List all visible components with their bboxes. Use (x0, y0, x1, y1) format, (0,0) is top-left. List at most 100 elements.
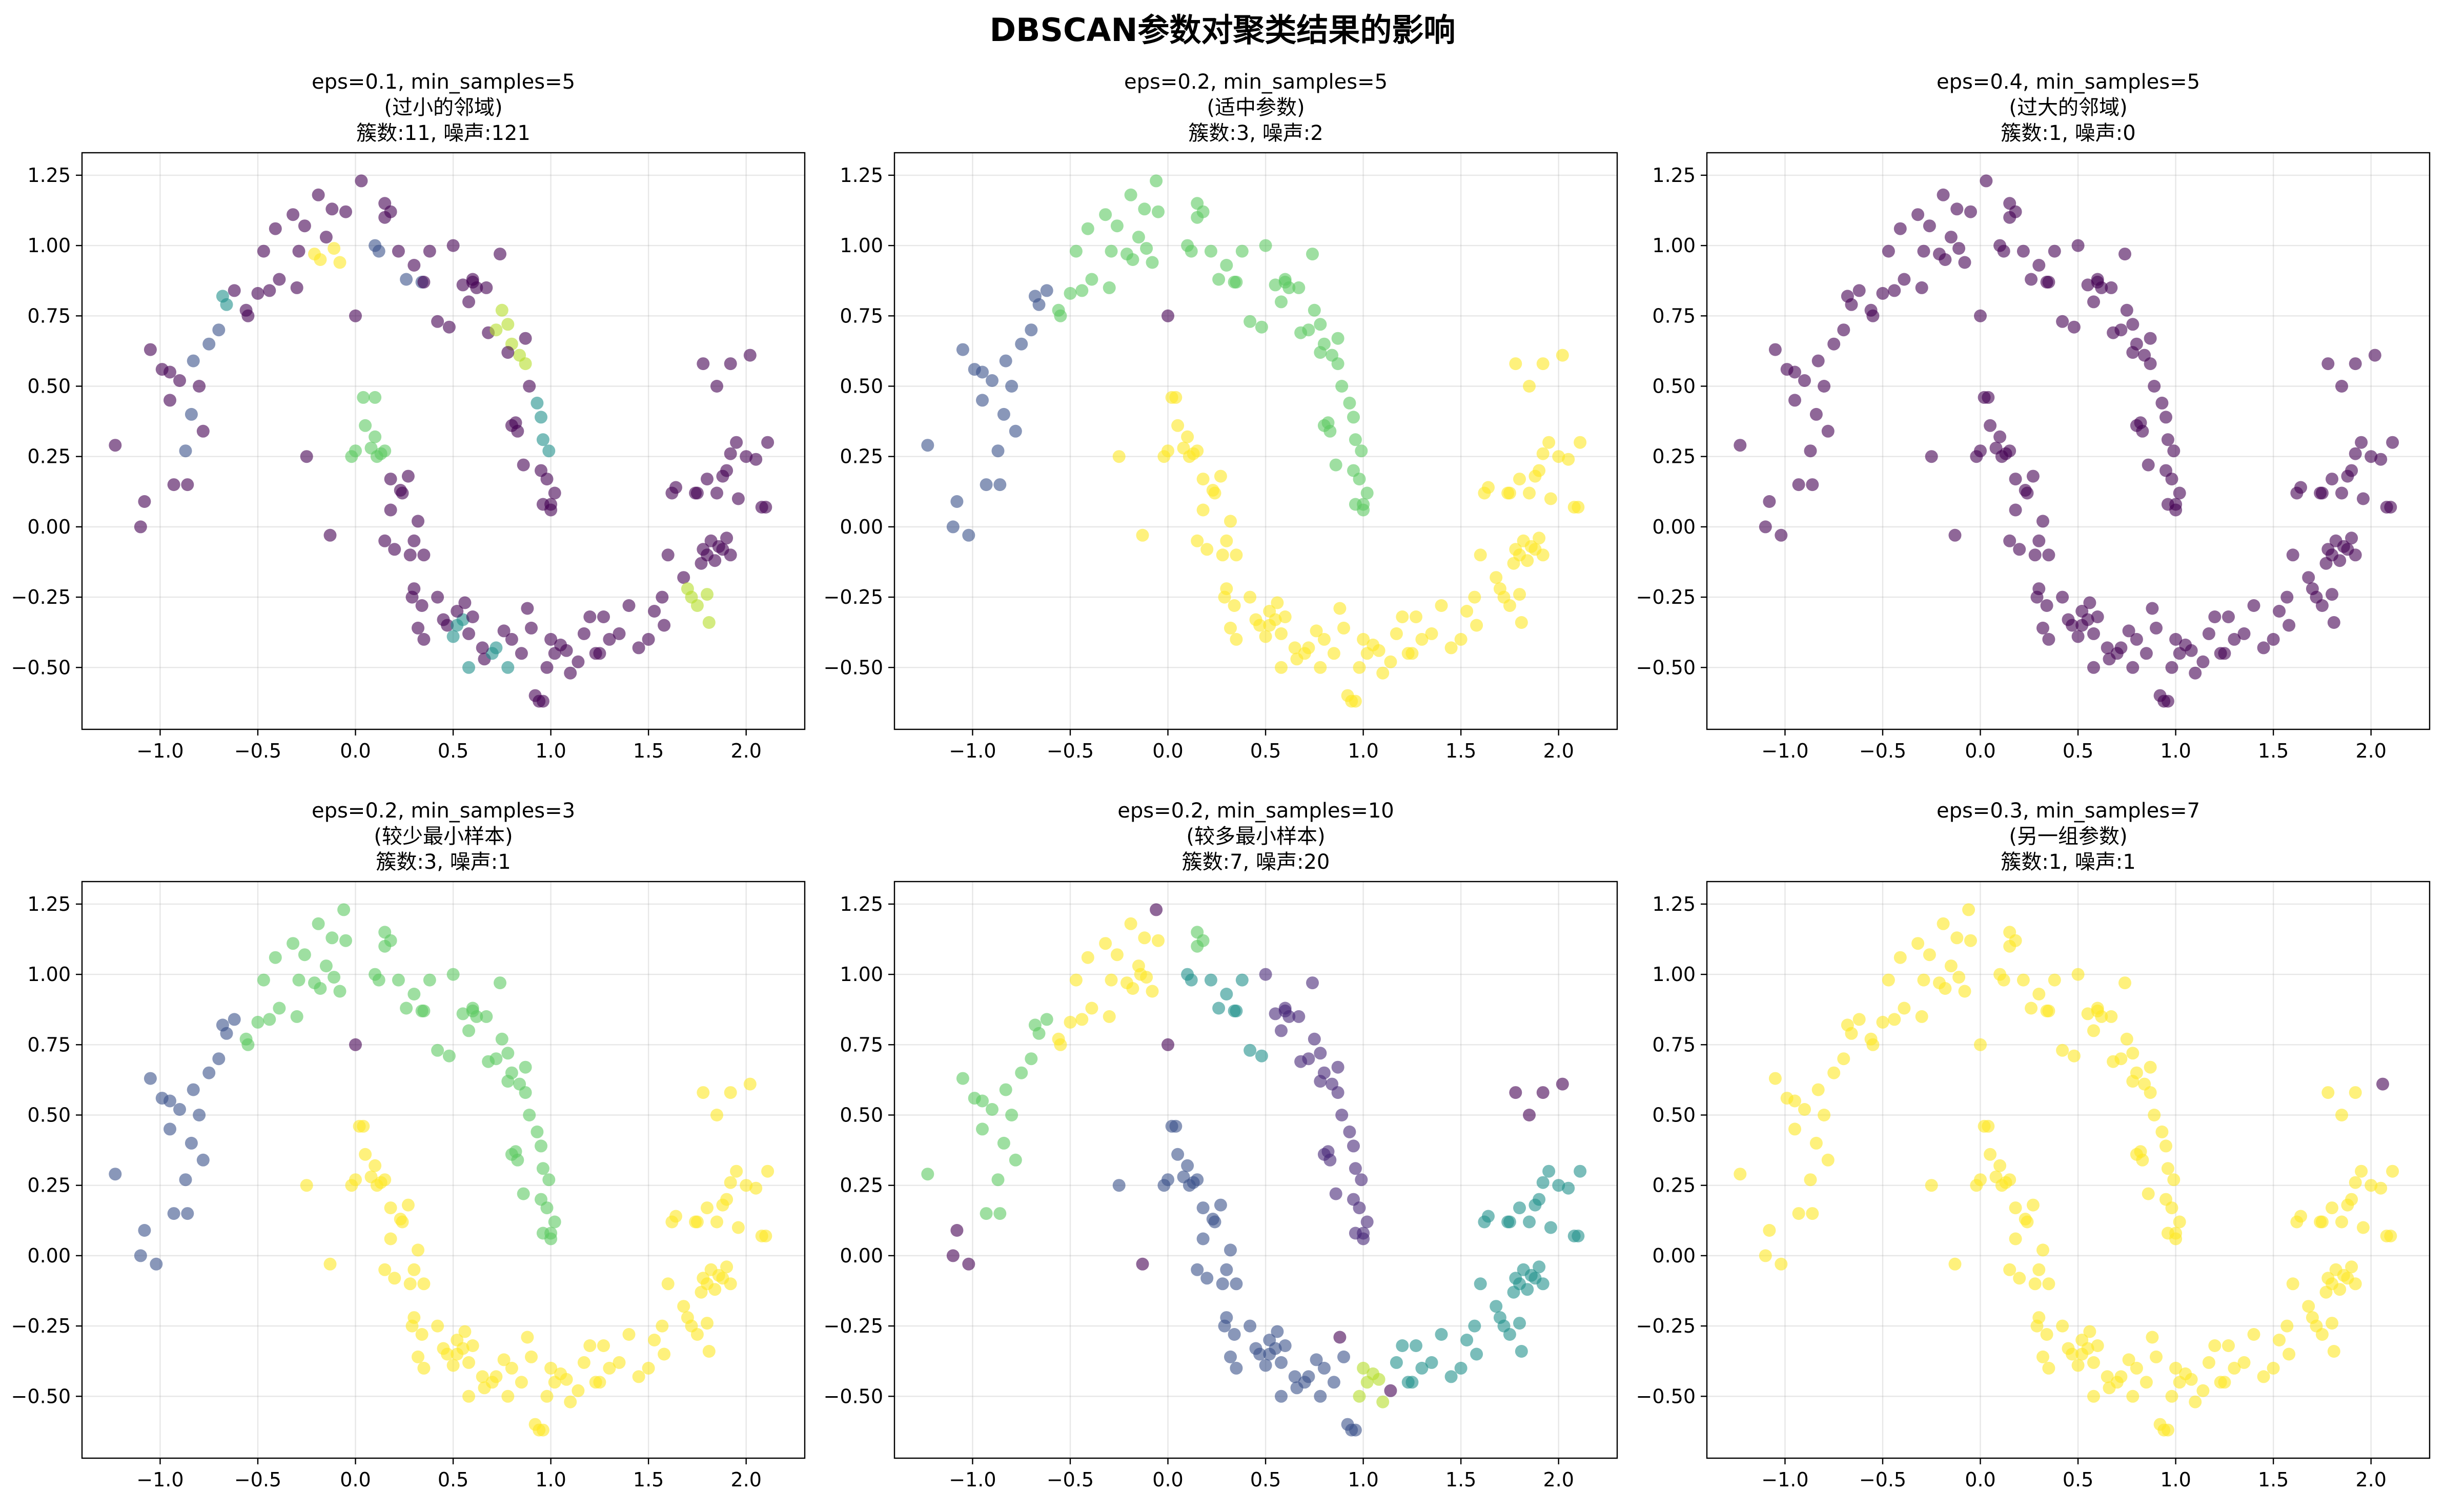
data-point (1425, 627, 1438, 640)
data-point (1005, 380, 1018, 393)
data-point (2048, 973, 2061, 987)
data-point (1224, 1243, 1237, 1257)
data-point (144, 1072, 157, 1085)
data-point (2126, 661, 2140, 674)
data-point (731, 492, 745, 505)
data-point (2083, 1325, 2096, 1338)
data-point (690, 1215, 704, 1229)
data-point (997, 407, 1010, 421)
data-point (333, 985, 347, 998)
data-point (495, 1032, 508, 1046)
data-point (1317, 632, 1331, 646)
data-point (740, 450, 753, 463)
data-point (2326, 473, 2338, 486)
data-point (2067, 1049, 2081, 1063)
data-point (292, 244, 305, 258)
data-point (656, 590, 669, 604)
data-point (1259, 630, 1272, 643)
data-point (415, 1328, 429, 1341)
axes-frame (1706, 152, 2431, 730)
data-point (412, 621, 424, 635)
data-point (1103, 1010, 1116, 1023)
data-point (2003, 939, 2016, 953)
x-tick-label: 0.0 (1965, 740, 1995, 762)
data-point (2091, 273, 2104, 286)
data-point (1335, 1109, 1349, 1121)
data-point (613, 1356, 626, 1369)
data-point (2032, 988, 2046, 1000)
data-point (462, 1390, 475, 1403)
data-point (2368, 349, 2381, 362)
data-point (1171, 1148, 1185, 1161)
data-point (179, 444, 192, 458)
data-point (976, 1122, 989, 1136)
data-point (269, 222, 282, 235)
y-tick-label: 1.00 (27, 234, 71, 257)
subplot-title-line-3: 簇数:3, 噪声:2 (1188, 121, 1323, 145)
data-point (1025, 323, 1038, 337)
x-tick-label: 1.0 (1348, 740, 1378, 762)
data-point (2042, 1004, 2055, 1017)
x-tick-label: 1.5 (633, 1468, 664, 1491)
data-point (1882, 244, 1895, 258)
data-point (1827, 1066, 1841, 1079)
data-point (962, 528, 975, 542)
data-point (2148, 380, 2161, 393)
data-point (497, 624, 511, 638)
data-point (494, 976, 506, 990)
data-point (533, 1423, 546, 1437)
data-point (1809, 407, 1823, 421)
data-point (2071, 968, 2085, 981)
data-point (697, 357, 710, 371)
data-point (1454, 632, 1468, 646)
data-point (519, 357, 532, 371)
data-point (583, 610, 597, 623)
data-point (921, 1168, 934, 1181)
data-point (501, 661, 515, 674)
x-tick-label: 2.0 (2355, 1468, 2386, 1491)
data-point (2087, 1390, 2100, 1403)
data-point (2159, 1139, 2172, 1153)
data-point (458, 1325, 472, 1338)
data-point (495, 303, 508, 317)
y-tick-label: −0.25 (1636, 1315, 1696, 1337)
data-point (2333, 554, 2347, 567)
data-point (1775, 528, 1788, 542)
data-point (1876, 287, 1889, 300)
data-point (314, 253, 327, 266)
data-point (292, 973, 305, 987)
data-point (593, 1376, 606, 1389)
data-point (991, 1173, 1005, 1187)
data-point (1244, 1319, 1257, 1333)
data-point (1396, 1339, 1409, 1352)
data-point (2189, 1395, 2202, 1408)
data-point (993, 1207, 1007, 1220)
data-point (1468, 590, 1481, 604)
data-point (1235, 244, 1249, 258)
data-point (1384, 655, 1397, 668)
data-point (220, 1027, 233, 1040)
data-point (1220, 1311, 1233, 1324)
data-point (431, 590, 444, 604)
data-point (2025, 1002, 2038, 1015)
data-point (328, 971, 341, 984)
data-point (2374, 453, 2388, 466)
data-point (369, 430, 382, 443)
data-point (1376, 1395, 1390, 1408)
data-point (544, 1227, 558, 1240)
data-point (1337, 621, 1350, 635)
data-point (134, 520, 147, 534)
data-point (1146, 985, 1159, 998)
axes-frame (893, 881, 1618, 1459)
data-point (515, 647, 528, 660)
data-point (1162, 309, 1174, 322)
data-point (2345, 532, 2358, 545)
data-point (544, 1361, 558, 1375)
data-point (2003, 1173, 2016, 1187)
data-point (1314, 346, 1327, 359)
y-tick-label: 0.25 (27, 445, 71, 468)
data-point (1271, 596, 1284, 609)
data-point (466, 273, 479, 286)
data-point (564, 1395, 577, 1408)
data-point (542, 444, 556, 458)
